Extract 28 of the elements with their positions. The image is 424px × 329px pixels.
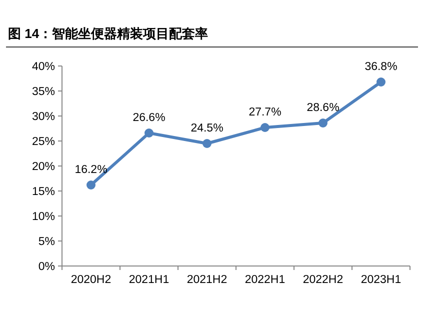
x-tick-label: 2021H1 xyxy=(128,274,170,286)
x-tick-label: 2023H1 xyxy=(360,274,402,286)
data-label: 26.6% xyxy=(132,112,166,124)
data-label: 16.2% xyxy=(74,164,108,176)
point xyxy=(260,123,270,132)
x-tick-label: 2021H2 xyxy=(186,274,228,286)
y-tick-label: 20% xyxy=(32,161,55,173)
y-tick-label: 30% xyxy=(32,111,55,123)
y-tick-label: 40% xyxy=(32,61,55,73)
point xyxy=(202,139,212,148)
y-tick-label: 15% xyxy=(32,186,55,198)
data-label: 27.7% xyxy=(248,106,282,118)
point xyxy=(318,118,328,128)
x-tick-label: 2022H1 xyxy=(244,274,286,286)
y-tick-label: 0% xyxy=(38,261,55,273)
point xyxy=(376,78,386,86)
x-tick-label: 2022H2 xyxy=(302,274,344,286)
point xyxy=(86,180,96,190)
y-tick-label: 35% xyxy=(32,86,55,98)
y-tick-label: 25% xyxy=(32,136,55,148)
y-tick-label: 10% xyxy=(32,211,55,223)
chart-title: 图 14：智能坐便器精装项目配套率 xyxy=(8,26,208,41)
data-label: 24.5% xyxy=(190,122,224,134)
x-tick-label: 2020H2 xyxy=(70,274,112,286)
y-tick-label: 5% xyxy=(38,236,55,248)
data-label: 28.6% xyxy=(306,102,340,114)
point xyxy=(144,128,154,138)
data-label: 36.8% xyxy=(364,61,398,73)
